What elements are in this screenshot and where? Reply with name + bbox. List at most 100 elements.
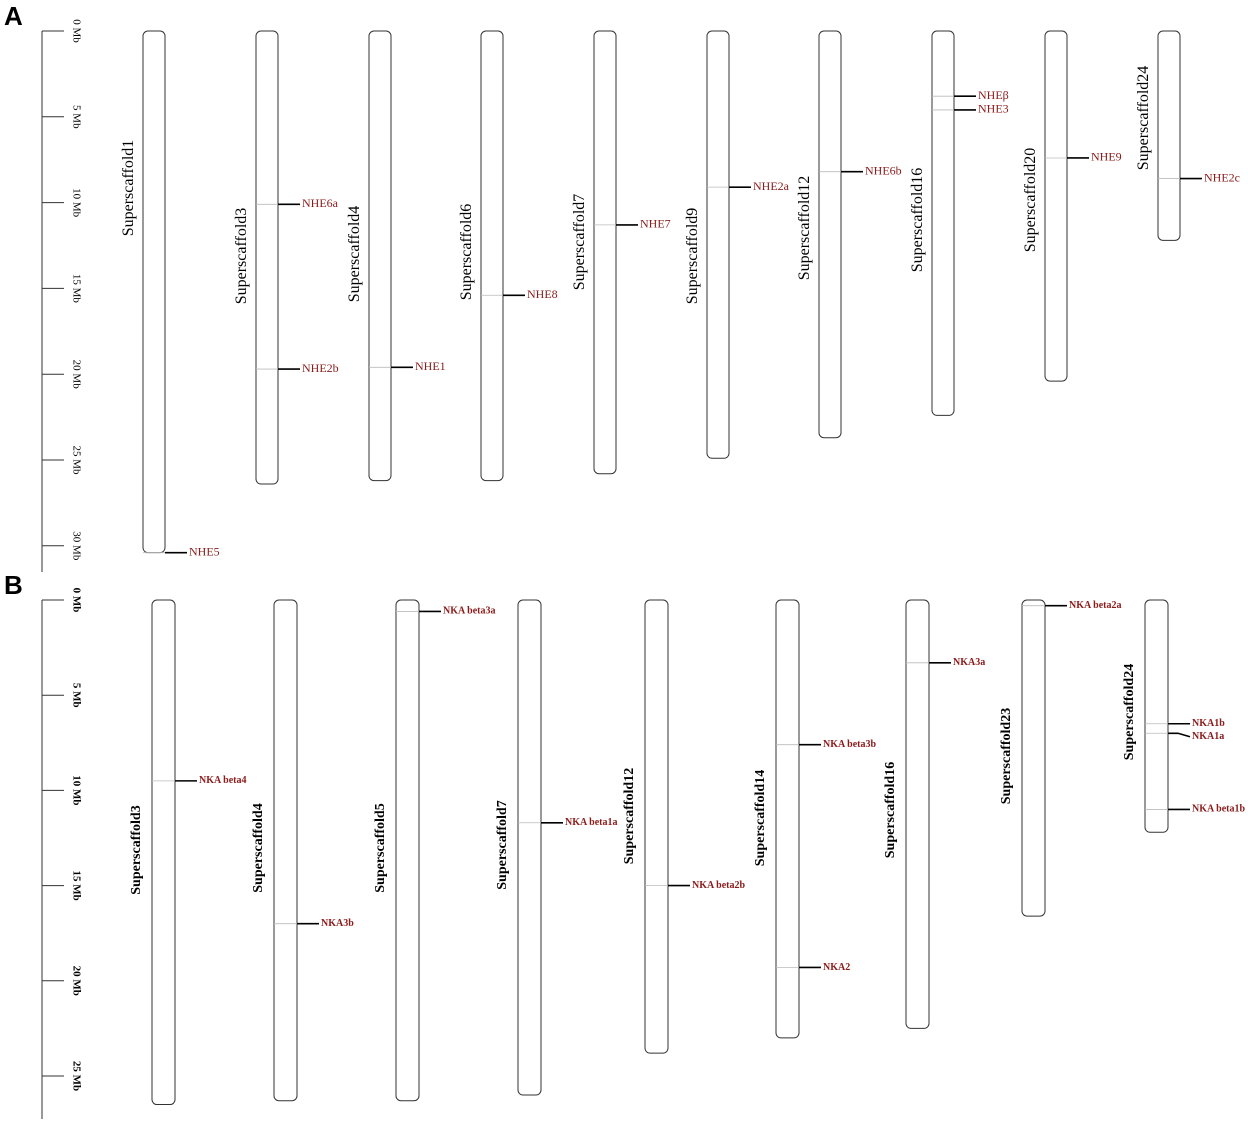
scale-tick-label: 25 Mb (70, 1061, 82, 1091)
gene-label: NKA1a (1192, 731, 1224, 742)
chromosome-label: Superscaffold16 (909, 168, 926, 273)
chromosome-superscaffold16: Superscaffold16 NKA3a (883, 599, 985, 1029)
chromosome-superscaffold3: Superscaffold3 NKA beta4 (129, 599, 247, 1106)
chromosome-bar (1157, 30, 1181, 241)
gene-label: NHE2b (302, 361, 339, 375)
chromosome-label: Superscaffold3 (233, 208, 250, 305)
gene-label: NHE1 (415, 359, 446, 373)
gene-label: NHEβ (978, 88, 1009, 102)
chromosome-label: Superscaffold14 (753, 770, 768, 866)
chromosome-label: Superscaffold1 (120, 140, 137, 237)
gene-label: NHE5 (189, 544, 220, 558)
chromosome-superscaffold5: Superscaffold5 NKA beta3a (373, 599, 496, 1102)
chromosome-superscaffold12: Superscaffold12 NHE6b (796, 30, 902, 439)
chromosome-label: Superscaffold20 (1022, 148, 1039, 253)
chromosome-superscaffold24: Superscaffold24 NKA1b NKA1a NKA beta1b (1122, 599, 1246, 833)
chromosome-superscaffold12: Superscaffold12 NKA beta2b (622, 599, 746, 1054)
chromosome-superscaffold4: Superscaffold4 NHE1 (346, 30, 446, 482)
chromosome-label: Superscaffold7 (571, 194, 588, 291)
chromosome-bar (905, 599, 930, 1029)
gene-label: NHE6b (865, 163, 902, 177)
chromosome-superscaffold14: Superscaffold14 NKA beta3b NKA2 (753, 599, 877, 1039)
chromosome-bar (395, 599, 420, 1102)
chromosome-label: Superscaffold12 (622, 768, 637, 864)
chromosome-superscaffold4: Superscaffold4 NKA3b (251, 599, 354, 1102)
scale-tick-label: 20 Mb (70, 360, 82, 390)
gene-label: NHE9 (1091, 150, 1122, 164)
chromosome-label: Superscaffold4 (251, 803, 266, 892)
scale-tick-label: 0 Mb (70, 19, 82, 43)
chromosome-bar (255, 30, 279, 485)
panel-a-letter: A (4, 1, 23, 31)
chromosome-label: Superscaffold3 (129, 805, 144, 894)
chromosome-bar (517, 599, 542, 1096)
chromosome-label: Superscaffold7 (495, 800, 510, 889)
scale-tick-label: 25 Mb (70, 445, 82, 475)
chromosome-bar (1021, 599, 1046, 917)
chromosome-superscaffold7: Superscaffold7 NHE7 (571, 30, 671, 475)
chromosome-superscaffold6: Superscaffold6 NHE8 (458, 30, 558, 482)
chromosome-superscaffold3: Superscaffold3 NHE6a NHE2b (233, 30, 339, 485)
panel-a: A 0 Mb 5 Mb 10 Mb 15 Mb 20 Mb 25 Mb 30 Mb Super… (4, 1, 1240, 572)
chromosome-bar (142, 30, 166, 554)
scale-tick-label: 20 Mb (70, 966, 82, 996)
gene-label: NKA beta1a (565, 817, 618, 828)
chromosome-bar (368, 30, 392, 482)
chromosome-superscaffold24: Superscaffold24 NHE2c (1135, 30, 1240, 241)
chromosome-bar (273, 599, 298, 1102)
gene-label: NKA beta2b (692, 880, 746, 891)
chromosome-superscaffold9: Superscaffold9 NHE2a (684, 30, 790, 459)
chromosome-bar (151, 599, 176, 1106)
chromosome-bar (818, 30, 842, 439)
gene-label: NKA beta1b (1192, 804, 1246, 815)
gene-label: NKA3a (953, 657, 985, 668)
chromosome-bar (644, 599, 669, 1054)
chromosome-label: Superscaffold4 (346, 206, 363, 303)
gene-label: NKA2 (823, 962, 850, 973)
gene-label: NKA beta4 (199, 775, 247, 786)
gene-label: NHE2c (1204, 170, 1240, 184)
gene-label: NKA beta3a (443, 606, 496, 617)
gene-label: NHE7 (640, 217, 671, 231)
panel-b-letter: B (4, 570, 23, 600)
gene-label: NKA1b (1192, 718, 1225, 729)
chromosome-superscaffold20: Superscaffold20 NHE9 (1022, 30, 1122, 382)
chromosome-label: Superscaffold6 (458, 204, 475, 301)
chromosome-superscaffold1: Superscaffold1 NHE5 (120, 30, 220, 558)
gene-label: NHE2a (753, 179, 790, 193)
scale-tick-label: 10 Mb (70, 188, 82, 218)
gene-label: NHE8 (527, 287, 558, 301)
scale-tick-label: 15 Mb (70, 870, 82, 900)
chromosome-label: Superscaffold12 (796, 176, 813, 281)
gene-label: NHE3 (978, 102, 1009, 116)
chromosome-bar (931, 30, 955, 416)
gene-label: NKA beta2a (1069, 600, 1122, 611)
scale-tick-label: 5 Mb (70, 105, 82, 129)
gene-label: NKA beta3b (823, 739, 877, 750)
chromosome-label: Superscaffold16 (883, 762, 898, 858)
scale-tick-label: 30 Mb (70, 531, 82, 561)
scale-tick-label: 0 Mb (70, 588, 82, 613)
chromosome-superscaffold7: Superscaffold7 NKA beta1a (495, 599, 618, 1096)
chromosome-bar (1144, 599, 1169, 833)
chromosome-bar (706, 30, 730, 459)
gene-label: NHE6a (302, 196, 339, 210)
chromosome-bar (480, 30, 504, 482)
scale-tick-label: 15 Mb (70, 274, 82, 304)
chromosome-label: Superscaffold5 (373, 803, 388, 892)
scale-tick-label: 5 Mb (70, 683, 82, 708)
gene-label: NKA3b (321, 918, 354, 929)
chromosome-label: Superscaffold23 (999, 708, 1014, 804)
chromosome-label: Superscaffold9 (684, 208, 701, 305)
chromosome-bar (775, 599, 800, 1039)
gene-connector (1168, 732, 1191, 738)
chromosome-bar (593, 30, 617, 475)
chromosome-superscaffold23: Superscaffold23 NKA beta2a (999, 599, 1122, 917)
panel-b: B 0 Mb 5 Mb 10 Mb 15 Mb 20 Mb 25 Mb Superscaff… (4, 570, 1246, 1119)
chromosome-label: Superscaffold24 (1135, 66, 1152, 171)
chromosome-label: Superscaffold24 (1122, 664, 1137, 760)
scale-tick-label: 10 Mb (70, 775, 82, 805)
chromosome-bar (1044, 30, 1068, 382)
